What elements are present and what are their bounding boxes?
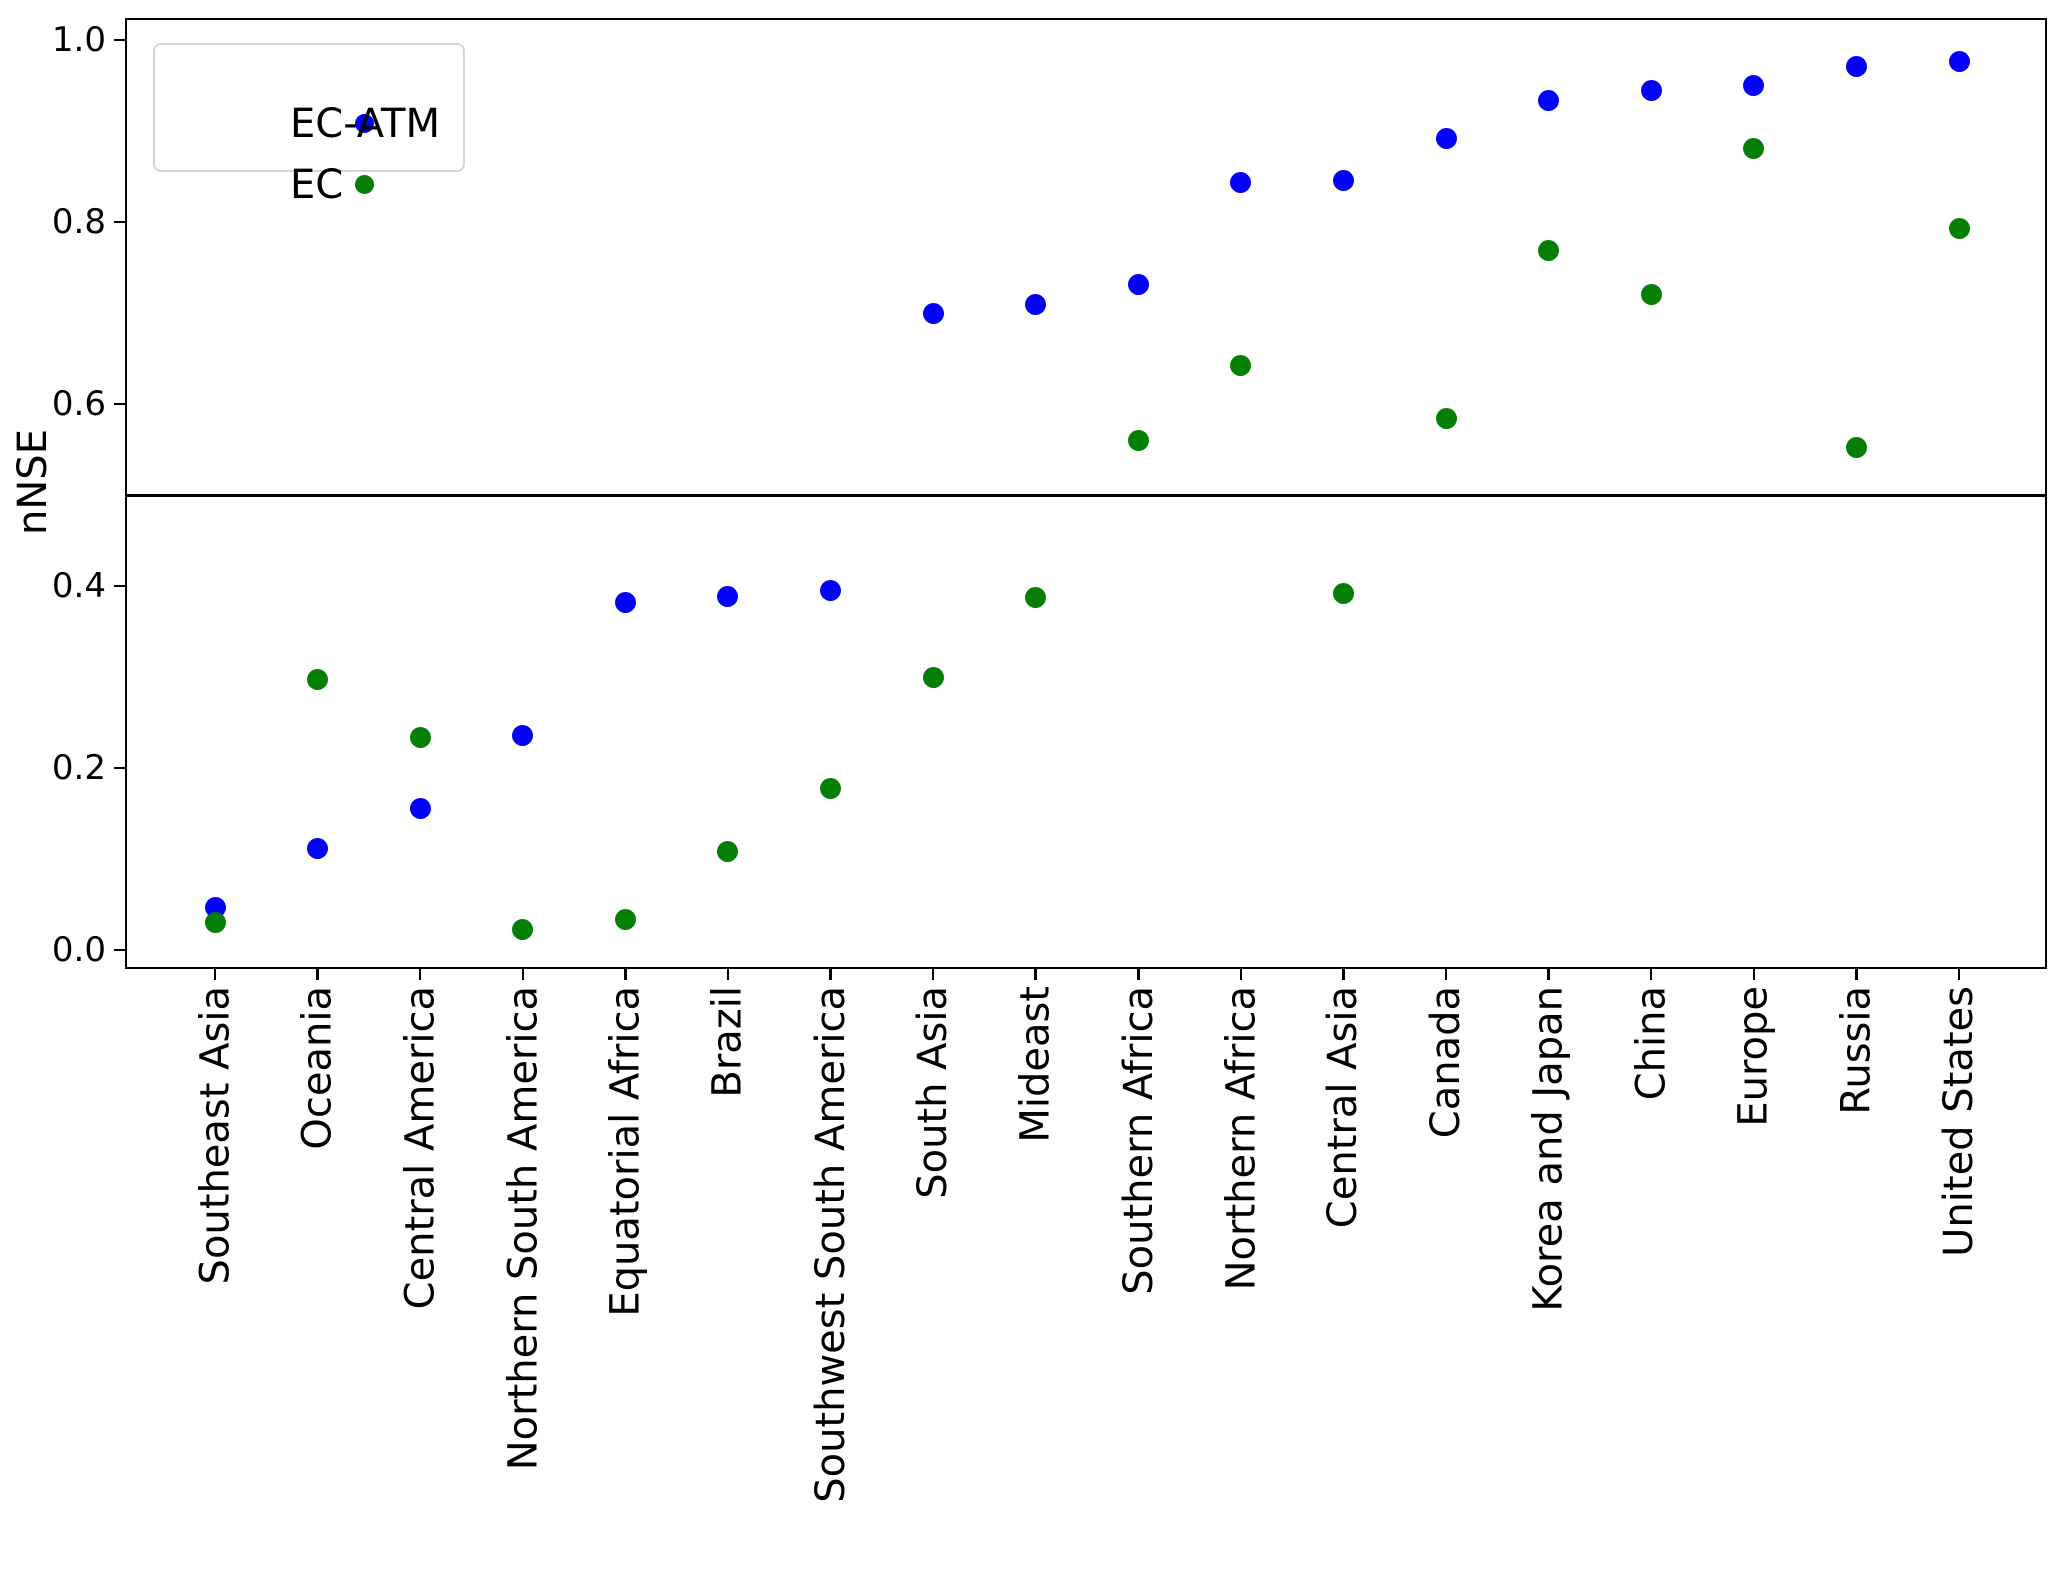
scatter-point-ec [1948,217,1970,239]
scatter-point-ec [1332,582,1354,604]
scatter-point-ec [1640,284,1662,306]
y-tick [114,38,125,42]
x-tick [521,969,524,980]
legend-marker-ec-atm [355,114,374,133]
x-tick [1547,969,1550,980]
y-tick-label: 0.4 [51,566,106,606]
x-tick-label: Europe [1730,986,1777,1127]
scatter-point-ec [614,909,636,931]
scatter-point-ec [1025,587,1047,609]
scatter-point-ec-atm [1640,79,1662,101]
scatter-point-ec-atm [1435,127,1457,149]
scatter-point-ec [1435,408,1457,430]
x-tick [1752,969,1756,980]
scatter-point-ec [1127,429,1149,451]
scatter-point-ec [1743,137,1765,159]
y-tick-label: 0.8 [51,202,106,242]
x-tick-label: Canada [1423,986,1470,1139]
scatter-point-ec [512,918,534,940]
scatter-point-ec-atm [1332,169,1354,191]
x-tick [1342,969,1345,980]
x-tick [931,969,935,980]
scatter-point-ec-atm [1845,55,1867,77]
x-tick [829,969,832,980]
y-tick [114,948,125,952]
y-tick-label: 0.0 [51,930,106,970]
scatter-point-ec-atm [1743,75,1765,96]
x-tick-label: Central Asia [1320,986,1367,1229]
scatter-point-ec-atm [409,797,431,819]
x-tick [624,969,627,980]
x-tick [1855,969,1858,980]
x-tick [1239,969,1243,980]
scatter-point-ec [409,726,431,748]
x-tick-label: Korea and Japan [1525,986,1572,1312]
x-tick-label: Southeast Asia [192,986,238,1285]
x-tick-label: China [1628,986,1675,1101]
x-tick [1034,969,1037,980]
x-tick [1137,969,1140,980]
x-tick-label: Brazil [704,986,751,1098]
scatter-point-ec-atm [922,302,944,324]
scatter-point-ec-atm [1127,274,1149,296]
scatter-point-ec [307,669,329,691]
scatter-point-ec [1538,239,1560,261]
x-tick-label: South Asia [910,986,957,1199]
scatter-point-ec [1230,355,1252,377]
scatter-point-ec-atm [512,724,534,746]
x-tick-label: Equatorial Africa [602,986,649,1317]
scatter-point-ec [717,841,739,863]
x-tick [726,969,730,980]
x-tick-label: Northern South America [499,986,546,1471]
scatter-point-ec [820,777,842,799]
legend-marker-ec [355,175,374,194]
scatter-point-ec-atm [1230,172,1252,194]
y-tick [114,220,125,224]
x-tick [213,969,217,980]
x-tick [1444,969,1448,980]
scatter-point-ec [1845,437,1867,459]
scatter-point-ec-atm [1538,90,1560,112]
x-tick-label: Central America [397,986,444,1310]
y-tick [114,584,125,588]
y-tick [114,766,125,770]
x-tick-label: United States [1936,986,1982,1257]
x-tick-label: Southern Africa [1115,986,1162,1295]
scatter-point-ec-atm [614,591,636,613]
legend: EC-ATM EC [153,43,465,205]
x-tick [1649,969,1653,980]
x-tick-label: Southwest South America [807,986,854,1503]
legend-label-ec: EC [290,162,344,208]
x-tick-label: Russia [1833,986,1880,1115]
x-tick [1957,969,1961,980]
scatter-point-ec-atm [1025,294,1047,316]
scatter-point-ec-atm [820,580,842,602]
y-tick-label: 0.2 [51,748,106,788]
legend-label-ec-atm: EC-ATM [290,101,440,147]
y-tick [114,402,125,406]
scatter-point-ec-atm [1948,51,1970,73]
x-tick-label: Oceania [294,986,341,1150]
x-tick-label: Mideast [1012,986,1059,1143]
y-tick-label: 1.0 [51,20,106,60]
x-tick [316,969,319,980]
scatter-point-ec-atm [717,586,739,608]
x-tick-label: Northern Africa [1217,986,1264,1291]
y-tick-label: 0.6 [51,384,106,424]
x-tick [418,969,422,980]
nse-threshold-line [125,493,2047,497]
scatter-point-ec [204,912,226,934]
scatter-point-ec [922,667,944,689]
scatter-point-ec-atm [307,838,329,860]
